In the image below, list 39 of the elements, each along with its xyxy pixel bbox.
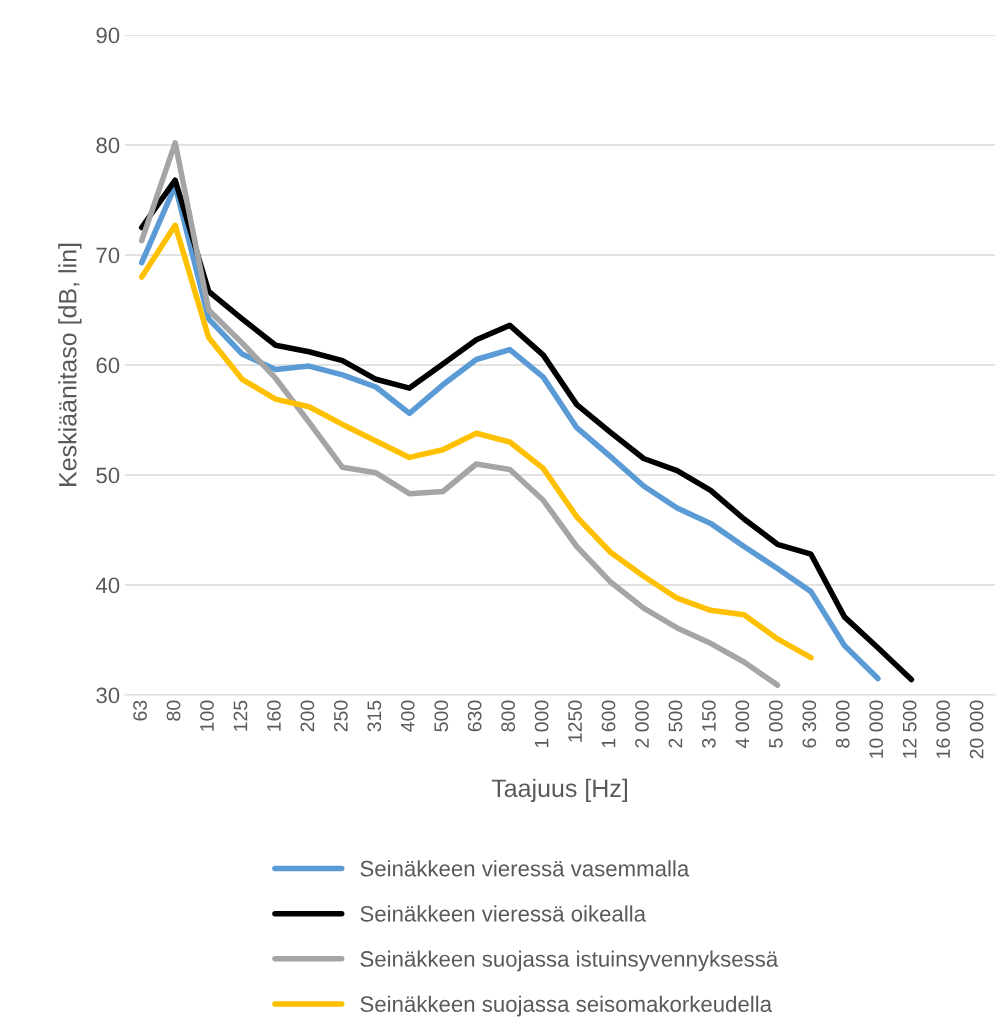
x-tick-label: 630: [467, 700, 482, 732]
x-tick-label: 6 300: [802, 700, 817, 748]
x-tick-label: 100: [200, 700, 214, 731]
legend-label: Seinäkkeen suojassa seisomakorkeudella: [360, 995, 773, 1017]
y-tick-label: 90: [96, 27, 120, 44]
legend-label: Seinäkkeen vieressä oikealla: [360, 905, 647, 922]
x-tick-label: 1 000: [534, 700, 549, 748]
x-tick-label: 250: [333, 700, 348, 732]
y-tick-label: 60: [96, 357, 120, 374]
x-tick-label: 10 000: [869, 700, 884, 758]
x-tick-label: 1 600: [601, 700, 616, 748]
legend-label: Seinäkkeen suojassa istuinsyvennyksessä: [360, 950, 779, 972]
x-tick-label: 160: [267, 700, 281, 731]
x-tick-label: 4 000: [735, 700, 750, 749]
y-tick-label: 40: [95, 577, 120, 594]
x-tick-label: 20 000: [969, 700, 984, 759]
x-tick-label: 8 000: [835, 700, 850, 748]
x-tick-label: 12 500: [902, 700, 917, 758]
x-tick-label: 200: [300, 700, 315, 732]
x-tick-label: 16 000: [936, 700, 951, 758]
x-tick-label: 2 500: [668, 700, 683, 748]
x-tick-label: 400: [400, 700, 415, 732]
x-tick-label: 1250: [568, 700, 582, 742]
x-tick-label: 3 150: [702, 700, 716, 748]
x-tick-label: 125: [233, 700, 248, 731]
x-axis-title: Taajuus [Hz]: [491, 778, 627, 803]
y-tick-label: 50: [96, 467, 120, 484]
x-tick-label: 500: [434, 700, 449, 732]
x-tick-label: 2 000: [635, 700, 649, 748]
y-axis-title: Keskiäänitaso [dB, lin]: [58, 243, 82, 486]
y-tick-label: 30: [96, 687, 120, 704]
x-tick-label: 5 000: [768, 700, 783, 748]
legend-label: Seinäkkeen vieressä vasemmalla: [360, 860, 690, 877]
x-tick-label: 800: [501, 700, 516, 732]
x-tick-label: 63: [133, 700, 147, 721]
x-tick-label: 80: [166, 700, 181, 721]
y-tick-label: 80: [96, 137, 120, 154]
y-tick-label: 70: [96, 247, 120, 264]
x-tick-label: 315: [367, 700, 382, 732]
